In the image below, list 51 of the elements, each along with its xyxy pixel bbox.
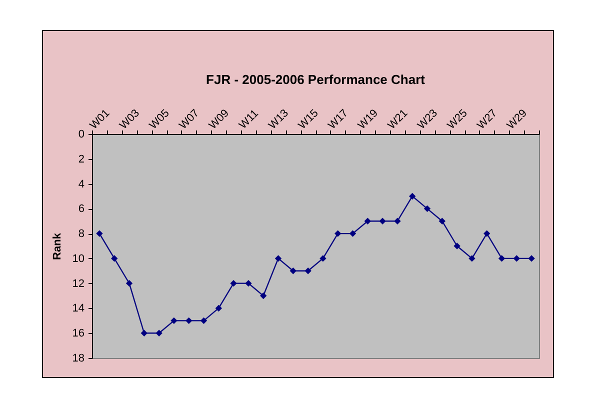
- y-tick-label: 8: [78, 228, 84, 240]
- point: [320, 255, 326, 262]
- point: [498, 255, 506, 262]
- y-tick-label: 0: [78, 128, 84, 140]
- y-tick-label: 16: [72, 328, 84, 340]
- y-tick-label: 4: [78, 178, 84, 190]
- point: [96, 230, 103, 237]
- point: [468, 255, 476, 262]
- point: [140, 330, 148, 336]
- point: [230, 280, 237, 287]
- point: [408, 192, 416, 200]
- point: [156, 330, 162, 336]
- x-tick-label: W13: [266, 107, 291, 132]
- x-tick-label: W21: [386, 107, 410, 132]
- point: [349, 230, 356, 237]
- y-axis-title: Rank: [51, 232, 64, 260]
- point: [185, 317, 192, 324]
- x-tick-label: W09: [206, 107, 232, 132]
- point: [438, 218, 446, 224]
- point: [215, 304, 222, 312]
- point: [304, 268, 312, 274]
- x-tick-label: W11: [236, 108, 261, 132]
- y-tick-label: 14: [72, 302, 84, 315]
- y-tick-label: 12: [72, 278, 84, 290]
- point: [483, 230, 490, 237]
- x-tick-label: W01: [88, 107, 112, 132]
- point: [110, 255, 118, 262]
- point: [379, 218, 386, 224]
- point: [126, 280, 133, 287]
- point: [170, 317, 178, 324]
- point: [364, 218, 372, 224]
- x-tick-label: W19: [356, 107, 380, 132]
- y-tick-label: 2: [78, 153, 84, 166]
- point: [424, 205, 431, 212]
- x-tick-label: W03: [118, 107, 142, 132]
- point: [274, 255, 282, 262]
- point: [260, 292, 267, 300]
- point: [394, 218, 401, 224]
- y-tick-label: 6: [78, 203, 84, 216]
- y-tick-label: 10: [72, 252, 84, 265]
- point: [513, 255, 520, 262]
- x-tick-label: W23: [416, 107, 440, 132]
- point: [334, 230, 342, 237]
- chart-title: FJR - 2005-2006 Performance Chart: [206, 72, 426, 87]
- point: [528, 255, 535, 262]
- point: [245, 280, 252, 287]
- x-tick-label: W29: [504, 107, 530, 132]
- y-tick-label: 18: [72, 352, 84, 364]
- point: [454, 242, 460, 250]
- point: [200, 317, 208, 324]
- point: [290, 268, 297, 274]
